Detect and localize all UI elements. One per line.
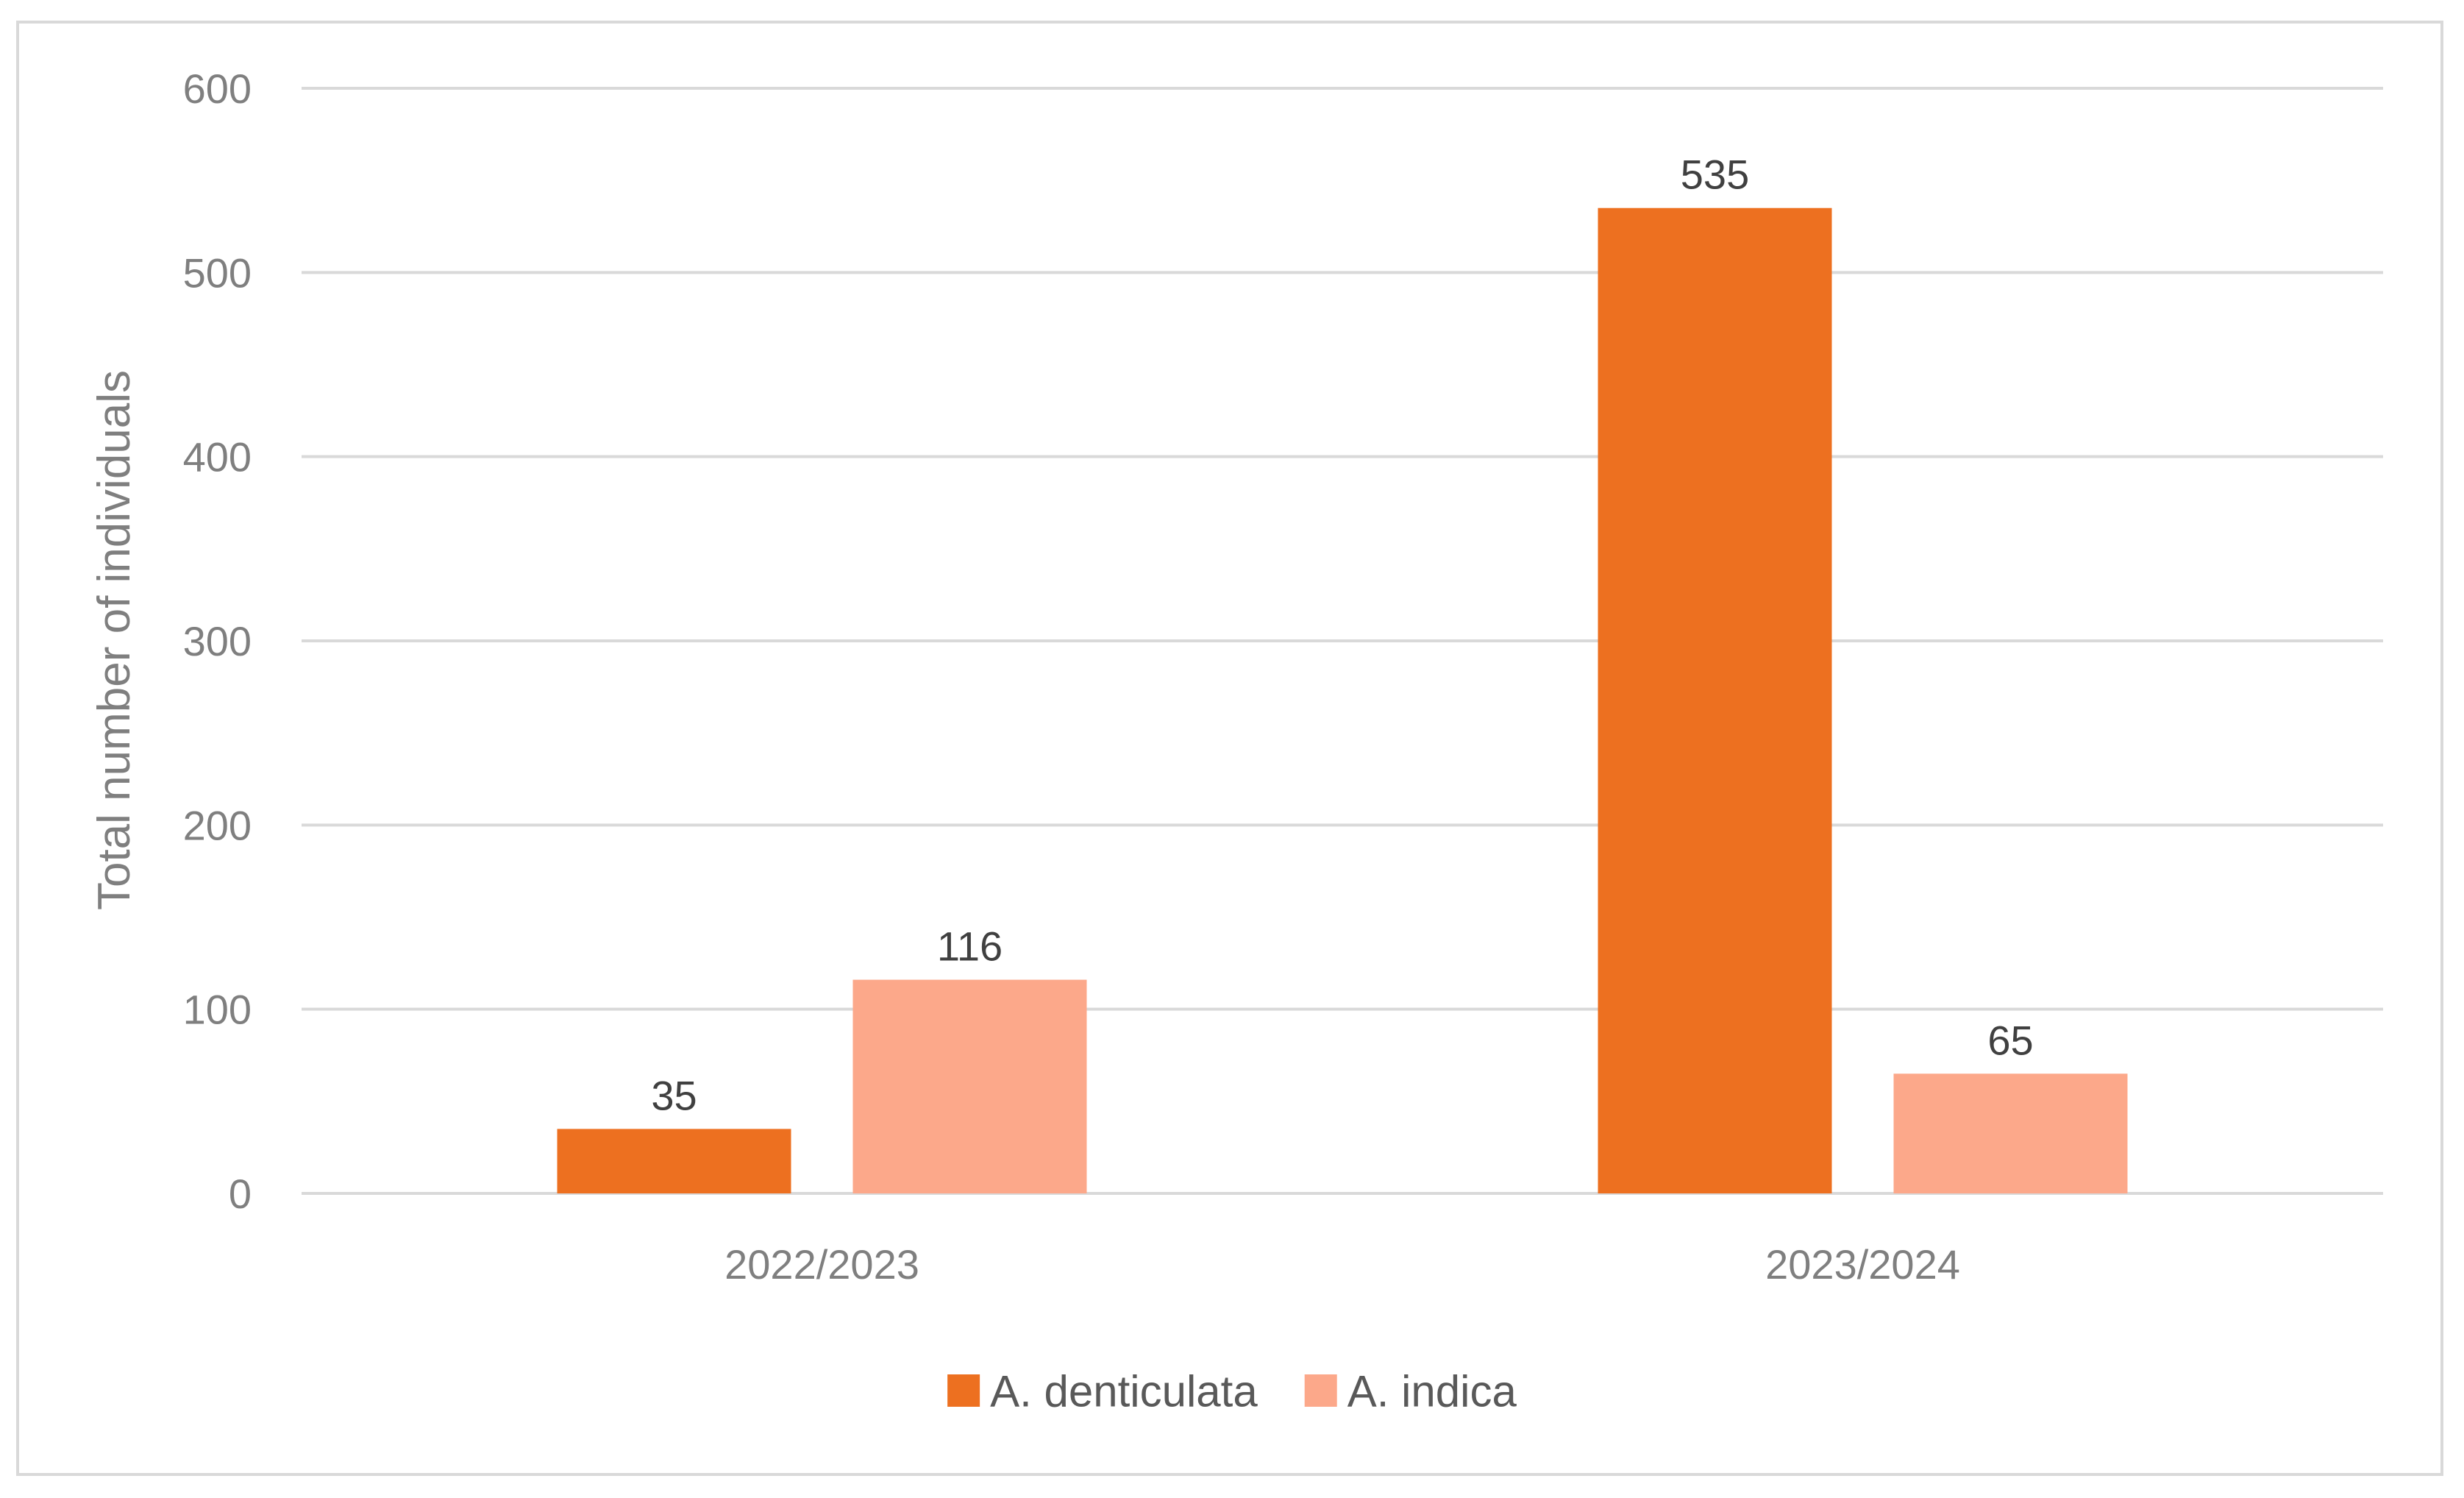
y-tick-label: 300 bbox=[183, 618, 252, 664]
x-tick-label: 2023/2024 bbox=[1765, 1241, 1960, 1288]
data-label: 65 bbox=[1987, 1017, 2033, 1063]
y-tick-label: 500 bbox=[183, 249, 252, 296]
x-tick-label: 2022/2023 bbox=[724, 1241, 919, 1288]
bar bbox=[1893, 1073, 2128, 1193]
y-axis-ticks: 0 100 200 300 400 500 600 bbox=[183, 65, 252, 1217]
legend-label: A. indica bbox=[1347, 1367, 1517, 1416]
y-tick-label: 200 bbox=[183, 802, 252, 848]
data-label: 535 bbox=[1681, 152, 1749, 198]
bar bbox=[1598, 207, 1832, 1193]
legend-item: A. indica bbox=[1304, 1367, 1517, 1416]
y-tick-label: 400 bbox=[183, 434, 252, 480]
bar bbox=[557, 1129, 791, 1193]
data-labels: 35 116 535 65 bbox=[651, 152, 2033, 1119]
bar bbox=[852, 979, 1087, 1193]
gridlines bbox=[302, 87, 2383, 1195]
data-label: 116 bbox=[937, 923, 1003, 970]
y-axis-title: Total number of individuals bbox=[89, 370, 140, 910]
y-tick-label: 100 bbox=[183, 987, 252, 1033]
legend-label: A. denticulata bbox=[990, 1367, 1258, 1416]
chart-frame bbox=[16, 21, 2443, 1476]
y-tick-label: 600 bbox=[183, 65, 252, 112]
x-axis-ticks: 2022/2023 2023/2024 bbox=[724, 1241, 1960, 1288]
bars bbox=[557, 207, 2128, 1193]
legend-swatch bbox=[1304, 1374, 1337, 1407]
y-tick-label: 0 bbox=[229, 1171, 252, 1217]
data-label: 35 bbox=[651, 1072, 697, 1118]
legend-swatch bbox=[947, 1374, 980, 1407]
legend-item: A. denticulata bbox=[947, 1367, 1258, 1416]
legend: A. denticulata A. indica bbox=[947, 1367, 1517, 1416]
